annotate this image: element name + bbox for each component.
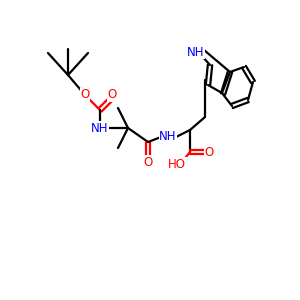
Text: HO: HO <box>168 158 186 170</box>
Text: NH: NH <box>91 122 109 134</box>
Text: NH: NH <box>159 130 177 143</box>
Text: O: O <box>143 155 153 169</box>
Text: O: O <box>80 88 90 101</box>
Text: O: O <box>107 88 117 101</box>
Text: NH: NH <box>187 46 205 59</box>
Text: O: O <box>204 146 214 158</box>
